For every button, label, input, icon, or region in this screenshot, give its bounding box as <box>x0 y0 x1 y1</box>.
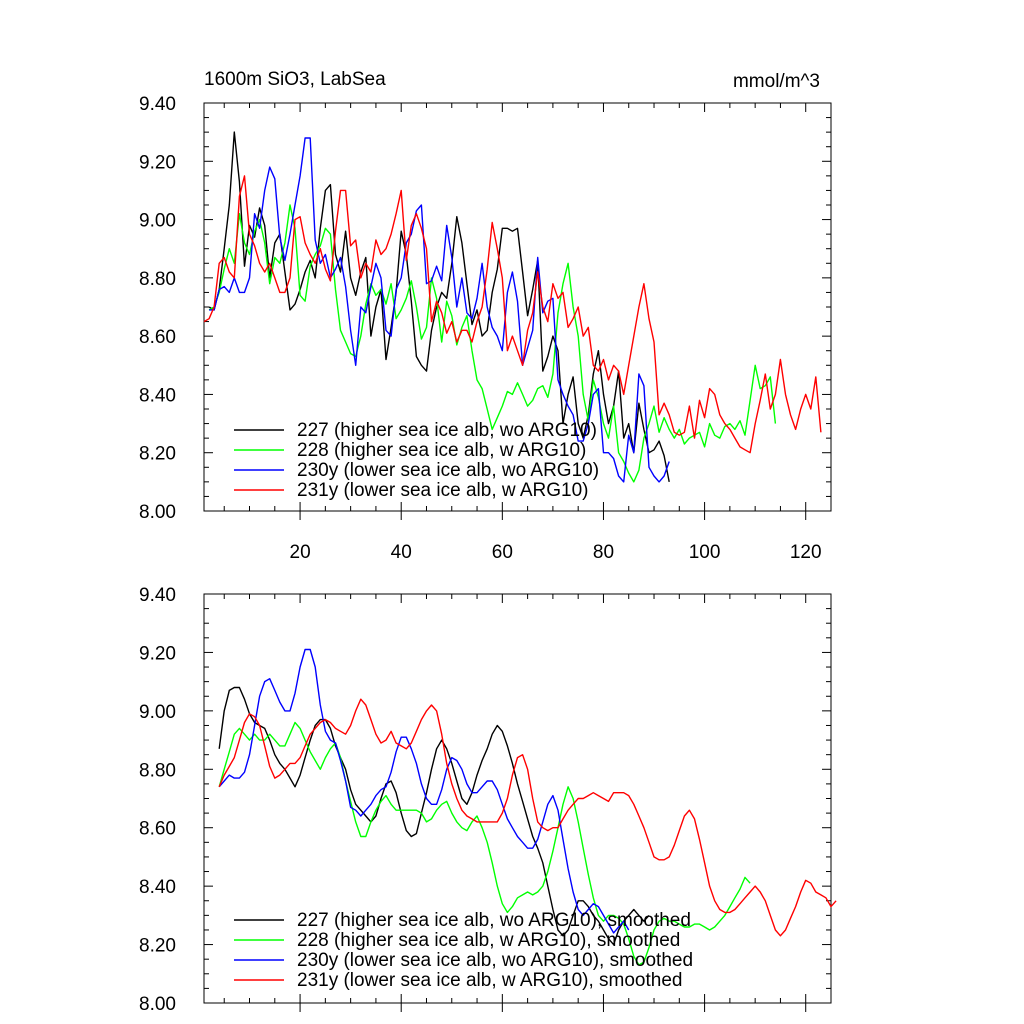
series-line-2 <box>209 137 670 483</box>
y-tick-label: 9.20 <box>139 152 176 173</box>
x-tick-label: 80 <box>593 542 614 563</box>
x-tick-label: 40 <box>391 542 412 563</box>
y-tick-label: 9.00 <box>139 702 176 723</box>
y-tick-label: 8.60 <box>139 327 176 348</box>
bottom-panel: 8.00 8.20 8.40 8.60 8.80 9.00 9.20 9.40 227 (hig… <box>139 585 837 1015</box>
series-line-0 <box>218 686 650 946</box>
y-tick-label: 8.80 <box>139 269 176 290</box>
legend-label-3: 231y (lower sea ice alb, w ARG10) <box>297 480 588 501</box>
series-line-1 <box>218 721 751 966</box>
units-label: mmol/m^3 <box>733 71 820 92</box>
legend-label-0: 227 (higher sea ice alb, wo ARG10) <box>297 420 597 441</box>
legend-label-1: 228 (higher sea ice alb, w ARG10) <box>297 440 586 461</box>
x-tick-label: 20 <box>290 542 311 563</box>
legend-label-2: 230y (lower sea ice alb, wo ARG10), smoo… <box>297 950 693 971</box>
legend-label-0: 227 (higher sea ice alb, wo ARG10), smoo… <box>297 910 691 931</box>
chart-title: 1600m SiO3, LabSea <box>204 69 386 90</box>
y-tick-label: 9.40 <box>139 585 176 606</box>
series-line-0 <box>208 131 670 483</box>
y-tick-label: 8.40 <box>139 877 176 898</box>
series-line-3 <box>218 698 837 937</box>
x-tick-label: 100 <box>689 542 721 563</box>
y-tick-label: 9.00 <box>139 211 176 232</box>
legend-label-3: 231y (lower sea ice alb, w ARG10), smoot… <box>297 970 682 991</box>
y-tick-label: 8.20 <box>139 444 176 465</box>
y-tick-label: 8.00 <box>139 994 176 1015</box>
y-tick-label: 8.60 <box>139 819 176 840</box>
x-tick-label: 60 <box>492 542 513 563</box>
y-tick-label: 8.00 <box>139 502 176 523</box>
x-tick-label: 120 <box>790 542 822 563</box>
legend-label-2: 230y (lower sea ice alb, wo ARG10) <box>297 460 599 481</box>
y-tick-label: 9.40 <box>139 94 176 115</box>
series-line-2 <box>218 648 630 934</box>
y-tick-label: 8.40 <box>139 385 176 406</box>
top-panel: 20 40 60 80 100 120 8.00 8.20 8.40 8.60 8.80 9.00 9.… <box>139 94 832 563</box>
series-line-3 <box>203 175 822 454</box>
y-tick-label: 8.20 <box>139 936 176 957</box>
y-tick-label: 8.80 <box>139 760 176 781</box>
y-tick-label: 9.20 <box>139 643 176 664</box>
legend-label-1: 228 (higher sea ice alb, w ARG10), smoot… <box>297 930 680 951</box>
